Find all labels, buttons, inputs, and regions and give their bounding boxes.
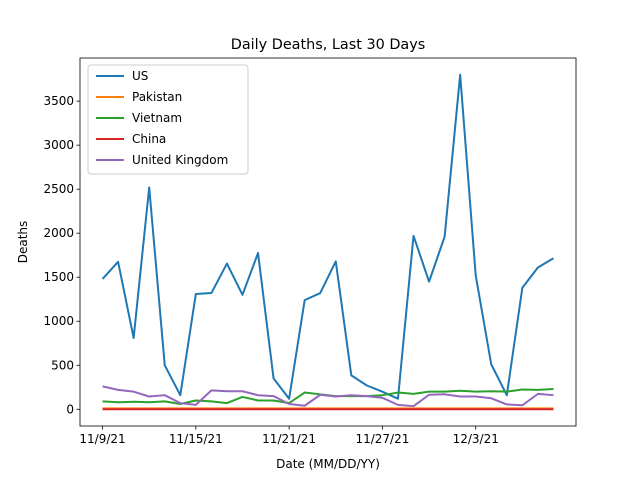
legend-box [87,64,249,175]
x-tick-label: 12/3/21 [453,432,499,446]
legend-label: Vietnam [132,111,182,125]
y-tick-label: 500 [51,358,74,372]
legend-label: US [132,69,148,83]
series-line [101,73,554,400]
x-tick-label: 11/9/21 [79,432,125,446]
chart-title: Daily Deaths, Last 30 Days [231,37,426,53]
y-tick-label: 2500 [43,182,74,196]
y-tick-label: 1500 [43,270,74,284]
series-line [102,385,554,408]
x-tick-label: 11/27/21 [355,432,409,446]
y-tick-label: 3500 [43,94,74,108]
legend-label: Pakistan [132,90,182,104]
y-tick-label: 3000 [43,138,74,152]
y-tick-label: 1000 [43,314,74,328]
y-axis-label: Deaths [16,221,30,264]
legend-label: China [132,132,166,146]
y-tick-label: 0 [66,402,74,416]
x-tick-label: 11/15/21 [169,432,223,446]
legend-label: United Kingdom [132,153,228,167]
y-tick-label: 2000 [43,226,74,240]
plot-frame [79,57,577,427]
x-axis-label: Date (MM/DD/YY) [276,457,380,471]
x-tick-label: 11/21/21 [262,432,316,446]
